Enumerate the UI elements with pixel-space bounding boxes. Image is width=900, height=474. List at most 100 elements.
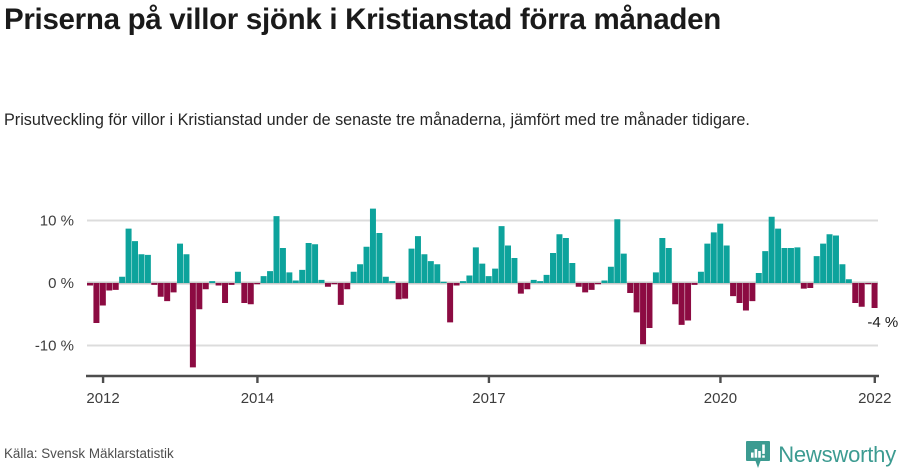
chart-bar [646,283,653,328]
chart-bar [755,273,762,283]
chart-bar [363,246,370,283]
chart-bar [845,279,852,283]
chart-bar [292,280,299,283]
chart-bar [337,283,344,305]
chart-bar [736,283,743,303]
chart-bar [177,243,184,284]
chart-bar [691,283,698,285]
chart-bar [794,247,801,284]
chart-bar [511,258,518,283]
chart-bar [389,281,396,284]
chart-bar [665,248,672,283]
chart-bar [717,223,724,284]
chart-bar [350,271,357,283]
chart-bar [865,283,872,285]
y-axis-tick-label: 10 % [40,213,74,230]
chart-bar [710,232,717,284]
chart-bar [440,281,447,283]
chart-bar [331,283,338,285]
chart-bar [742,283,749,311]
chart-bar [678,283,685,325]
chart-bar [408,248,415,284]
chart-bar [839,264,846,283]
x-axis-tick-labels: 2012 2014 2017 2020 2022 [86,390,891,407]
chart-bar [414,236,421,284]
chart-bar [125,228,132,283]
x-axis-tick-label: 2014 [241,390,274,407]
chart-bar [241,283,248,303]
brand-name: Newsworthy [778,442,896,467]
chart-bar [402,283,409,299]
chart-bar [299,269,306,284]
chart-bar [247,283,254,305]
chart-bar [318,279,325,284]
chart-bar [196,283,203,310]
source-note: Källa: Svensk Mäklarstatistik [4,446,174,461]
chart-bar [286,272,293,284]
chart-bar [209,281,216,284]
chart-bar [672,283,679,305]
chart-bar [395,283,402,300]
chart-bar [652,272,659,284]
brand-logo: Newsworthy [745,440,896,470]
chart-bar [595,283,602,285]
chart-bar [787,248,794,283]
chart-bar [228,283,235,285]
chart-bar [132,241,138,284]
chart-bar [189,283,196,368]
chart-bar [434,264,441,283]
chart-bar [312,244,319,283]
chart-bar [852,283,859,303]
chart-bar [871,283,878,308]
chart-bar [479,263,486,284]
chart-bar [202,283,209,290]
chart-bar [730,283,737,297]
chart-bar [421,254,428,283]
chart-bar [112,283,119,290]
chart-bar [492,268,499,283]
chart-bar [601,280,608,283]
chart-bar [382,276,389,283]
chart-bar [556,234,563,283]
chart-bar [627,283,634,293]
chart-bar [453,283,460,286]
chart-bar [607,266,614,283]
y-axis-tick-label: 0 % [48,275,74,292]
chart-bar [279,248,286,283]
chart-bar [427,261,434,284]
chart-bar [582,283,589,293]
chart-bar [87,283,93,286]
chart-annotation: -4 % [867,314,898,331]
bar-value-annotation: -4 % [867,314,898,331]
chart-bar [820,243,827,284]
chart-bar [505,245,511,283]
chart-bar [183,254,190,283]
page-title: Priserna på villor sjönk i Kristianstad … [4,3,721,36]
chart-bar [215,283,222,286]
chart-bar [633,283,640,313]
bar-chart: -10 % 0 % 10 % 2012 2014 2017 2020 2022 -4 % [0,196,900,426]
chart-bars [87,208,878,368]
chart-bar [324,283,331,287]
chart-bar [485,276,492,284]
chart-bar [588,283,595,290]
newsworthy-pin-barchart-icon [746,441,771,468]
chart-bar [106,283,113,291]
chart-bar [151,283,158,285]
chart-bar [749,283,756,302]
chart-bar [562,238,569,283]
chart-bar [768,216,775,283]
chart-bar [305,243,312,283]
chart-bar [704,243,711,284]
chart-bar [826,234,833,283]
chart-bar [543,274,550,284]
chart-bar [640,283,647,345]
chart-bar [807,283,814,288]
x-axis-tick-label: 2012 [86,390,119,407]
chart-bar [517,283,524,294]
chart-bar [620,253,627,284]
chart-bar [144,254,151,284]
chart-bar [775,228,782,283]
chart-bar [537,281,544,284]
page-subtitle: Prisutveckling för villor i Kristianstad… [4,111,750,129]
